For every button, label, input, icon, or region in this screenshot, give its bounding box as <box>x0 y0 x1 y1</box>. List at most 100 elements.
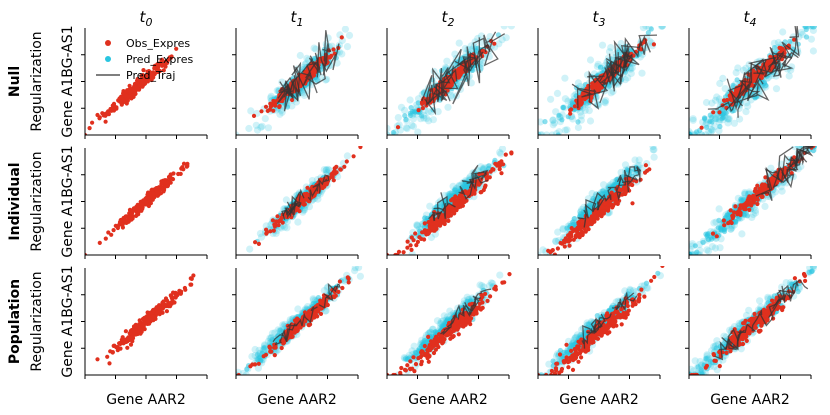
obs-point <box>358 146 363 148</box>
traj-line <box>726 72 764 111</box>
pred-point <box>413 221 421 229</box>
pred-point <box>552 237 560 245</box>
pred-point <box>415 95 423 103</box>
pred-point <box>601 191 607 197</box>
pred-point <box>803 34 810 40</box>
obs-point <box>90 120 95 125</box>
obs-point <box>405 245 410 250</box>
pred-point <box>314 195 322 203</box>
obs-point <box>303 195 309 200</box>
obs-point <box>118 218 123 223</box>
panel-r1-c1 <box>232 146 363 259</box>
pred-point <box>538 131 542 135</box>
obs-point <box>85 132 88 135</box>
traj-line <box>316 42 340 78</box>
obs-point <box>271 108 276 113</box>
pred-point <box>586 117 595 125</box>
pred-point <box>627 69 635 77</box>
pred-point <box>742 108 750 116</box>
obs-point <box>276 223 281 228</box>
pred-point <box>539 246 547 254</box>
obs-point <box>401 250 406 255</box>
obs-point <box>405 239 410 244</box>
obs-point <box>85 252 88 255</box>
obs-point <box>268 229 273 234</box>
obs-point <box>109 232 114 237</box>
obs-point <box>475 181 480 187</box>
pred-point <box>650 153 658 161</box>
pred-point <box>343 152 351 160</box>
obs-point <box>722 98 727 103</box>
traj-line <box>474 33 506 67</box>
pred-point <box>282 196 290 204</box>
pred-point <box>650 146 658 154</box>
obs-point <box>168 180 173 185</box>
obs-point <box>328 55 333 60</box>
pred-point <box>658 26 666 30</box>
pred-point <box>556 112 562 118</box>
obs-point <box>127 83 132 88</box>
obs-point <box>305 185 310 190</box>
pred-point <box>730 119 739 127</box>
obs-point <box>268 104 273 109</box>
pred-point <box>707 118 713 124</box>
obs-point <box>435 221 440 226</box>
panel-r0-c4 <box>685 26 818 139</box>
obs-point <box>456 75 461 80</box>
pred-point <box>538 131 542 135</box>
panel-content <box>85 161 190 255</box>
panel-content <box>236 26 354 135</box>
obs-point <box>460 203 465 208</box>
pred-point <box>413 222 421 230</box>
obs-point <box>149 188 154 193</box>
pred-point <box>550 119 559 127</box>
pred-point <box>689 115 697 123</box>
pred-point <box>408 250 416 255</box>
obs-point <box>459 200 464 205</box>
traj-series <box>571 34 658 110</box>
pred-point <box>345 31 354 39</box>
pred-point <box>278 78 286 86</box>
traj-line <box>437 65 459 100</box>
obs-point <box>271 228 276 233</box>
pred-point <box>794 48 802 57</box>
obs-point <box>272 222 277 227</box>
obs-point <box>592 82 597 87</box>
obs-point <box>395 252 400 255</box>
pred-point <box>785 72 793 80</box>
obs-point <box>256 241 261 246</box>
traj-line <box>452 37 481 105</box>
obs-point <box>302 192 307 197</box>
obs-point <box>111 228 116 233</box>
obs-point <box>159 58 164 64</box>
obs-point <box>152 71 157 77</box>
obs-point <box>711 110 716 115</box>
obs-point <box>157 68 162 74</box>
pred-point <box>283 224 291 232</box>
pred-point <box>581 106 589 114</box>
traj-line <box>306 52 322 94</box>
obs-point <box>569 107 574 112</box>
pred-point <box>402 113 408 119</box>
obs-point <box>290 97 295 103</box>
pred-point <box>491 43 499 51</box>
pred-point <box>725 115 733 123</box>
pred-point <box>725 115 733 123</box>
obs-point <box>139 202 144 207</box>
traj-line <box>441 55 471 84</box>
obs-point <box>582 97 587 102</box>
obs-point <box>555 246 561 251</box>
obs-point <box>271 98 276 104</box>
pred-point <box>247 107 255 115</box>
pred-point <box>312 45 320 53</box>
pred-point <box>743 99 751 107</box>
obs-point <box>106 230 111 235</box>
pred-point <box>689 132 693 135</box>
pred-point <box>549 116 557 124</box>
obs-point <box>442 221 447 227</box>
pred-point <box>734 64 742 72</box>
pred-point <box>245 124 253 133</box>
pred-point <box>600 181 608 189</box>
pred-point <box>257 233 266 241</box>
pred-point <box>763 82 769 88</box>
